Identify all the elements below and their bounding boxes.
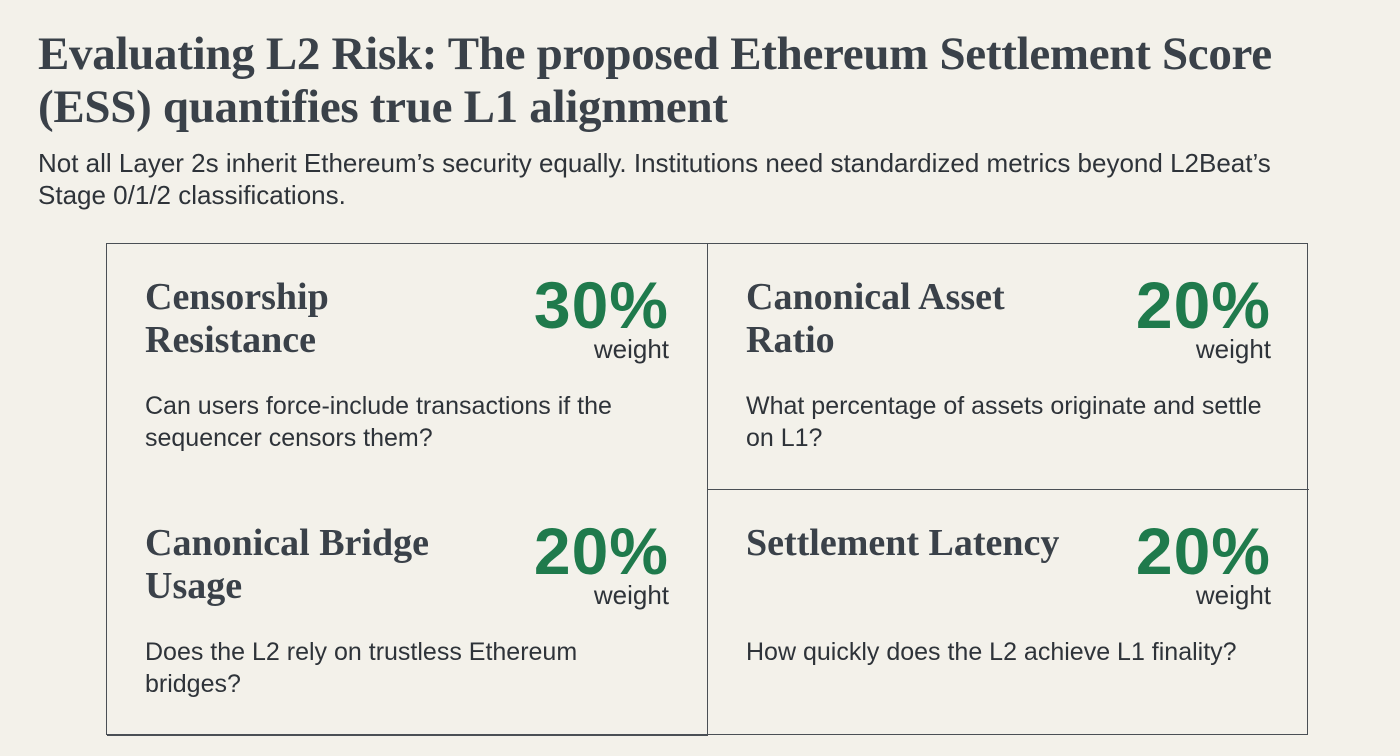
page-subtitle: Not all Layer 2s inherit Ethereum’s secu…: [38, 148, 1271, 210]
metric-card-settlement-latency: Settlement Latency 20% weight How quickl…: [708, 490, 1309, 736]
metric-weight: 20% weight: [534, 518, 669, 610]
metric-description: Does the L2 rely on trustless Ethereum b…: [145, 638, 578, 698]
metric-description: Can users force-include transactions if …: [145, 392, 612, 452]
metric-title: Canonical Asset Ratio: [746, 276, 1005, 361]
metric-weight-label: weight: [1195, 334, 1271, 364]
metric-description: How quickly does the L2 achieve L1 final…: [746, 638, 1237, 666]
metric-weight: 20% weight: [1136, 518, 1271, 610]
metric-weight-value: 20%: [1135, 268, 1271, 342]
metric-weight-value: 30%: [533, 268, 669, 342]
metric-weight: 30% weight: [534, 272, 669, 364]
metrics-grid: Censorship Resistance 30% weight Can use…: [106, 243, 1309, 736]
metric-weight-label: weight: [593, 334, 669, 364]
metric-card-canonical-bridge-usage: Canonical Bridge Usage 20% weight Does t…: [107, 490, 708, 736]
metric-weight-label: weight: [1195, 580, 1271, 610]
metric-title: Settlement Latency: [746, 522, 1060, 564]
metric-description: What percentage of assets originate and …: [746, 392, 1262, 452]
metric-card-censorship-resistance: Censorship Resistance 30% weight Can use…: [107, 244, 708, 490]
page-title: Evaluating L2 Risk: The proposed Ethereu…: [38, 28, 1272, 133]
metric-title: Censorship Resistance: [145, 276, 329, 361]
metric-weight-value: 20%: [1135, 514, 1271, 588]
metric-title: Canonical Bridge Usage: [145, 522, 429, 607]
metric-weight-value: 20%: [533, 514, 669, 588]
metric-weight-label: weight: [593, 580, 669, 610]
metric-weight: 20% weight: [1136, 272, 1271, 364]
metric-card-canonical-asset-ratio: Canonical Asset Ratio 20% weight What pe…: [708, 244, 1309, 490]
